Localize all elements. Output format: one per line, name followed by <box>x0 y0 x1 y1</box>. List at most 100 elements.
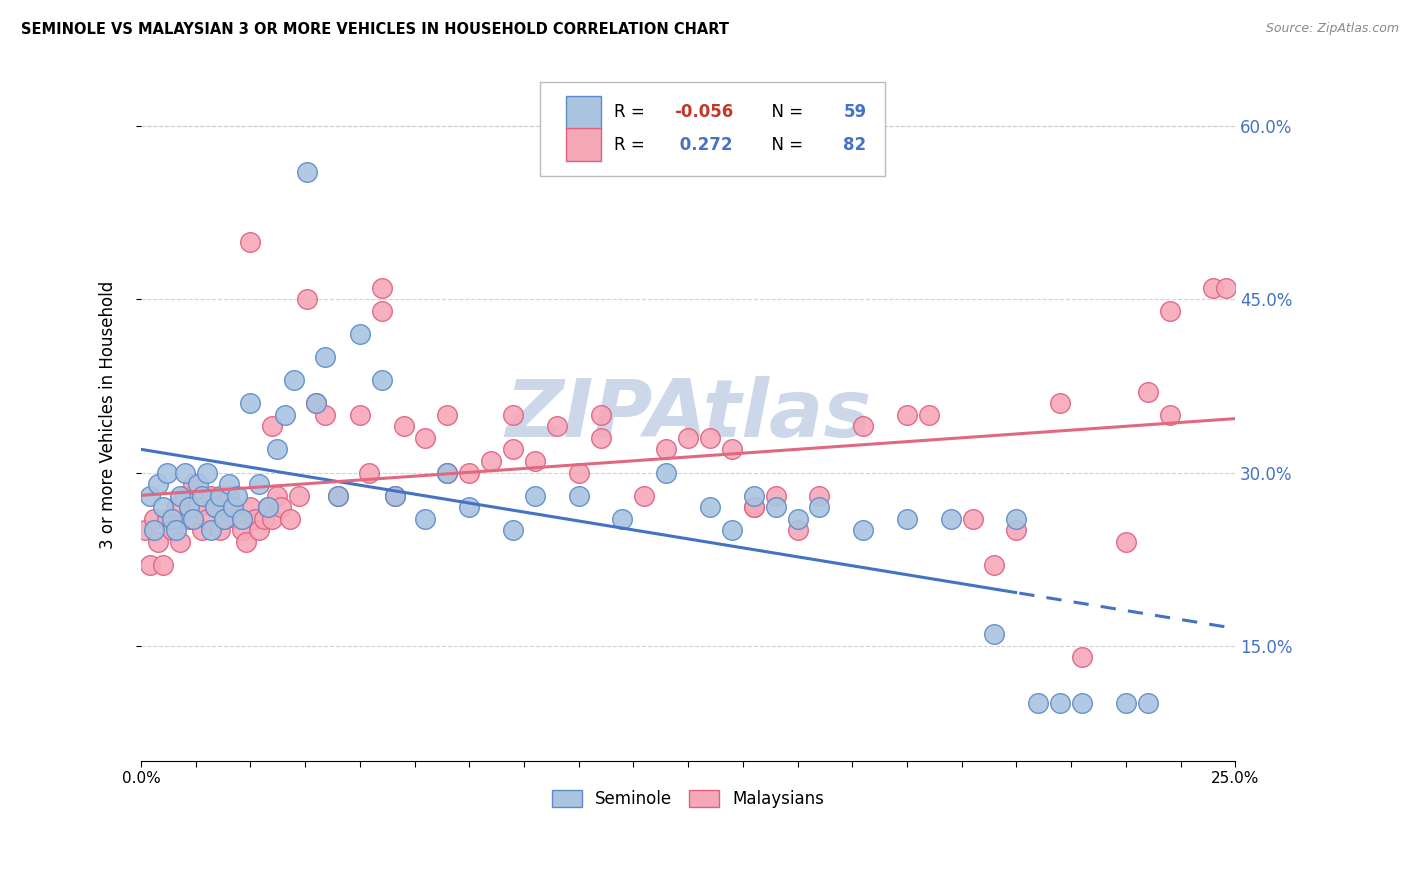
Point <box>148 534 170 549</box>
Point <box>138 558 160 572</box>
Point <box>568 466 591 480</box>
Point <box>349 408 371 422</box>
Text: 0.272: 0.272 <box>673 136 733 153</box>
Text: 82: 82 <box>844 136 866 153</box>
Point <box>262 511 284 525</box>
Point <box>1026 697 1049 711</box>
Point <box>808 489 831 503</box>
Point <box>384 489 406 503</box>
Point <box>523 489 546 503</box>
Point <box>156 466 179 480</box>
Point <box>502 442 524 457</box>
Text: 59: 59 <box>844 103 866 121</box>
Point <box>786 523 808 537</box>
Point <box>384 489 406 503</box>
Text: R =: R = <box>613 103 650 121</box>
Point <box>183 511 205 525</box>
Text: SEMINOLE VS MALAYSIAN 3 OR MORE VEHICLES IN HOUSEHOLD CORRELATION CHART: SEMINOLE VS MALAYSIAN 3 OR MORE VEHICLES… <box>21 22 730 37</box>
Point <box>226 511 249 525</box>
Point <box>415 511 437 525</box>
Point <box>655 466 678 480</box>
Point <box>191 523 214 537</box>
Point <box>204 500 226 515</box>
Point <box>283 373 305 387</box>
Point <box>546 419 568 434</box>
Point <box>252 511 274 525</box>
Point <box>231 523 253 537</box>
Point <box>274 408 297 422</box>
Point <box>195 511 218 525</box>
Point <box>235 534 257 549</box>
Point <box>173 489 195 503</box>
Point <box>633 489 655 503</box>
Point <box>305 396 328 410</box>
Point <box>370 373 392 387</box>
Point <box>1115 697 1137 711</box>
Point <box>212 511 235 525</box>
Point <box>305 396 328 410</box>
Point <box>314 408 336 422</box>
Point <box>939 511 962 525</box>
Point <box>962 511 984 525</box>
Point <box>502 523 524 537</box>
Point <box>765 500 787 515</box>
Point <box>765 489 787 503</box>
Point <box>148 477 170 491</box>
Point <box>1071 650 1094 665</box>
Point <box>1215 281 1237 295</box>
Point <box>173 466 195 480</box>
Point <box>589 408 612 422</box>
Point <box>239 235 262 249</box>
Point <box>239 500 262 515</box>
Point <box>218 477 240 491</box>
Point <box>1115 534 1137 549</box>
Legend: Seminole, Malaysians: Seminole, Malaysians <box>546 783 831 815</box>
Point <box>1071 697 1094 711</box>
Point <box>1005 523 1028 537</box>
Point <box>152 558 174 572</box>
Point <box>436 466 458 480</box>
Point <box>357 466 380 480</box>
Point <box>143 511 166 525</box>
Point <box>243 511 266 525</box>
Text: R =: R = <box>613 136 650 153</box>
Point <box>179 511 201 525</box>
Text: -0.056: -0.056 <box>673 103 733 121</box>
Point <box>1159 408 1181 422</box>
Point <box>297 165 319 179</box>
Point <box>1136 697 1159 711</box>
Point <box>187 500 209 515</box>
Point <box>655 442 678 457</box>
Point <box>523 454 546 468</box>
Point <box>152 500 174 515</box>
Point <box>297 293 319 307</box>
Point <box>415 431 437 445</box>
Point <box>676 431 699 445</box>
Y-axis label: 3 or more Vehicles in Household: 3 or more Vehicles in Household <box>100 281 117 549</box>
Point <box>852 419 875 434</box>
Point <box>160 523 183 537</box>
Point <box>143 523 166 537</box>
Point <box>699 500 721 515</box>
Point <box>266 489 288 503</box>
Point <box>326 489 349 503</box>
Point <box>896 408 918 422</box>
Point <box>138 489 160 503</box>
Point <box>165 500 187 515</box>
Point <box>983 558 1005 572</box>
Text: Source: ZipAtlas.com: Source: ZipAtlas.com <box>1265 22 1399 36</box>
Point <box>983 627 1005 641</box>
Point <box>239 396 262 410</box>
Point <box>392 419 415 434</box>
Point <box>222 500 245 515</box>
Point <box>222 500 245 515</box>
Point <box>278 511 301 525</box>
Point <box>436 466 458 480</box>
Point <box>370 281 392 295</box>
Point <box>208 489 231 503</box>
Point <box>183 477 205 491</box>
Point <box>169 534 191 549</box>
FancyBboxPatch shape <box>540 82 884 176</box>
Point <box>1005 511 1028 525</box>
Point <box>808 500 831 515</box>
